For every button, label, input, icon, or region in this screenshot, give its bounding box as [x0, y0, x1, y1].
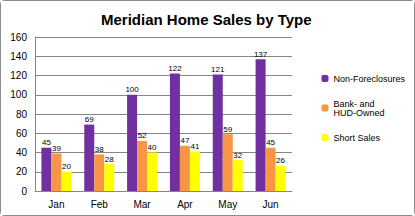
- svg-text:May: May: [218, 199, 237, 210]
- svg-text:47: 47: [180, 136, 189, 145]
- svg-text:0: 0: [21, 186, 27, 197]
- svg-text:Short Sales: Short Sales: [333, 133, 380, 143]
- svg-text:45: 45: [42, 138, 51, 147]
- svg-text:Mar: Mar: [133, 199, 151, 210]
- svg-text:100: 100: [125, 85, 139, 94]
- svg-text:38: 38: [95, 145, 104, 154]
- svg-text:69: 69: [85, 115, 94, 124]
- svg-text:Bank- and: Bank- and: [333, 98, 377, 109]
- svg-text:80: 80: [16, 109, 28, 120]
- svg-text:41: 41: [190, 142, 199, 151]
- svg-text:140: 140: [10, 51, 27, 62]
- svg-text:Feb: Feb: [91, 199, 109, 210]
- svg-text:160: 160: [10, 32, 27, 43]
- svg-text:26: 26: [276, 156, 285, 165]
- svg-text:Non-Foreclosures: Non-Foreclosures: [333, 74, 405, 84]
- svg-text:32: 32: [233, 151, 242, 160]
- svg-text:122: 122: [168, 64, 182, 73]
- svg-text:137: 137: [254, 50, 268, 59]
- svg-text:52: 52: [138, 131, 147, 140]
- svg-text:Meridian Home Sales by Type: Meridian Home Sales by Type: [101, 11, 312, 28]
- svg-text:59: 59: [223, 125, 232, 134]
- svg-text:40: 40: [148, 143, 157, 152]
- svg-text:28: 28: [105, 155, 114, 164]
- svg-text:Jan: Jan: [48, 199, 64, 210]
- svg-text:60: 60: [16, 128, 28, 139]
- svg-text:20: 20: [62, 162, 71, 171]
- svg-text:100: 100: [10, 89, 27, 100]
- svg-text:121: 121: [211, 65, 225, 74]
- svg-text:20: 20: [16, 166, 28, 177]
- svg-text:40: 40: [16, 147, 28, 158]
- svg-text:45: 45: [266, 138, 275, 147]
- svg-text:39: 39: [52, 144, 61, 153]
- svg-text:HUD-Owned: HUD-Owned: [333, 108, 384, 118]
- svg-text:Jun: Jun: [263, 199, 279, 210]
- svg-text:Apr: Apr: [177, 199, 193, 210]
- svg-text:120: 120: [10, 70, 27, 81]
